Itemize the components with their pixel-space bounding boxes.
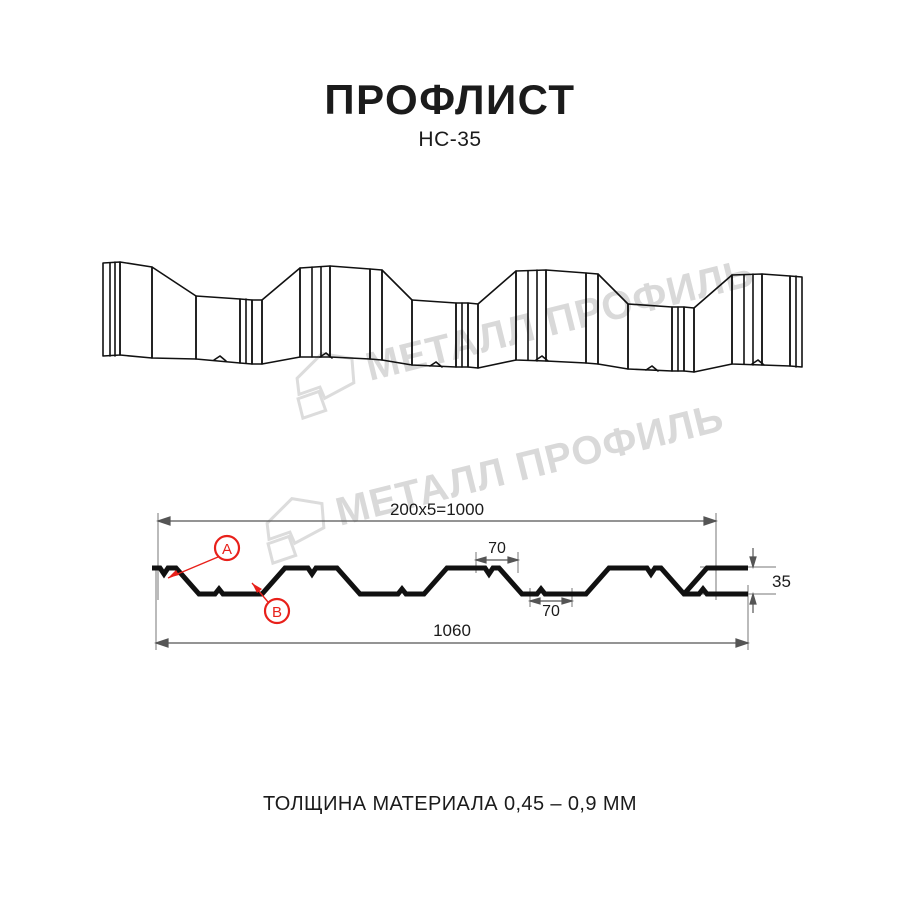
witness-lines	[155, 513, 776, 650]
dimension-rib-top	[473, 556, 521, 564]
dimension-rib-bottom-label: 70	[542, 603, 560, 620]
dimension-height	[749, 548, 757, 613]
dimension-height-label: 35	[772, 572, 791, 591]
profile-cross-section	[152, 565, 748, 597]
watermark-lower: МЕТАЛЛ ПРОФИЛЬ	[265, 396, 728, 566]
callout-marker-a-label: A	[222, 541, 232, 558]
dimension-overall-width	[154, 638, 750, 648]
dimension-top-width	[156, 516, 718, 526]
watermark-upper: МЕТАЛЛ ПРОФИЛЬ	[295, 251, 758, 421]
page-subtitle: НС-35	[418, 128, 482, 151]
callout-marker-a: A	[167, 534, 241, 579]
page-title: ПРОФЛИСТ	[324, 76, 576, 123]
material-thickness-note: ТОЛЩИНА МАТЕРИАЛА 0,45 – 0,9 ММ	[263, 793, 637, 815]
callout-marker-b: B	[251, 582, 291, 625]
watermark-logo-icon-2	[265, 497, 326, 566]
dimension-overall-width-label: 1060	[433, 621, 471, 640]
isometric-sheet-view	[102, 261, 803, 373]
dimension-rib-bottom	[527, 597, 575, 605]
dimension-top-width-label: 200x5=1000	[390, 500, 484, 519]
dimension-rib-top-label: 70	[488, 540, 506, 557]
callout-marker-b-label: B	[272, 604, 282, 621]
